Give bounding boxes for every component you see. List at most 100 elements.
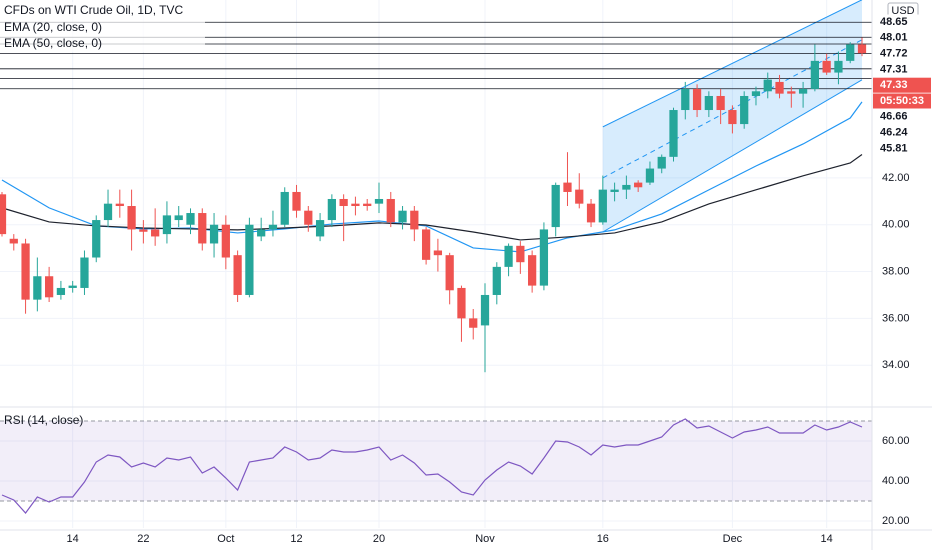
candle-body [68,285,77,288]
candle-body [751,91,761,96]
x-tick-label: 20 [373,533,385,545]
x-tick-label: 22 [137,533,149,545]
y-tick-label: 60.00 [882,435,910,447]
candle-body [857,44,867,54]
price-label-box [873,93,931,109]
candle-body [268,224,278,230]
price-label: 48.01 [880,32,908,44]
candle-body [704,95,713,111]
candle-body [492,266,501,295]
price-label-box [873,109,931,125]
price-label-box [873,140,931,156]
candle-body [551,184,560,228]
y-tick-label: 34.00 [882,359,910,371]
candle-body [186,213,195,225]
y-tick-label: 38.00 [882,265,910,277]
legend-bg [0,2,205,52]
candle-body [610,189,619,192]
ema-line [1,154,863,241]
y-tick-label: 40.00 [882,219,910,231]
candle-body [516,245,525,263]
legend-entry: EMA (20, close, 0) [4,20,102,34]
candle-body [528,255,537,286]
price-label: 47.72 [880,48,908,60]
price-label-box [873,30,931,46]
candle-body [221,224,230,258]
candle-body [198,213,207,244]
price-label-box [873,46,931,62]
candle-body [586,203,596,223]
y-tick-label: 40.00 [882,475,910,487]
candle-body [563,182,572,192]
candle-body [127,206,136,230]
candle-body [398,210,407,223]
price-label: 46.24 [880,127,908,139]
candle-body [174,215,183,221]
candle-body [139,229,148,232]
candle-body [363,203,372,207]
candle-body [92,220,101,258]
candle-body [304,210,313,225]
candle-body [834,60,843,73]
candle-body [410,210,419,230]
candle-body [575,189,584,204]
candle-body [810,60,819,89]
candle-body [9,238,18,244]
x-tick-label: 14 [821,533,833,545]
candle-body [539,229,549,286]
candle-body [728,110,737,125]
candle-body [681,88,690,111]
x-tick-label: Dec [723,533,743,545]
price-label-box [873,77,931,93]
candle-body [775,81,784,94]
chart-title: CFDs on WTI Crude Oil, 1D, TVC [4,3,183,17]
candle-body [657,156,666,169]
price-label-box [873,14,931,30]
candle-body [0,194,7,235]
candle-body [45,276,54,298]
candle-body [645,168,655,183]
x-tick-label: 16 [597,533,609,545]
rsi-line [1,418,863,514]
candle-body [421,229,431,260]
candle-body [763,79,772,92]
ema-line [1,101,863,253]
candle-body [233,255,242,295]
x-tick-label: 12 [290,533,302,545]
currency: USD [891,5,914,17]
candle-body [280,191,289,225]
x-tick-label: Oct [217,533,234,545]
candle-body [351,203,360,207]
candle-body [151,229,160,237]
candle-body [245,224,254,295]
candle-body [80,257,89,288]
rsi-title: RSI (14, close) [4,413,83,427]
candle-body [21,243,30,300]
candle-body [787,91,796,94]
candle-body [56,287,66,295]
candle-body [622,184,631,190]
channel-lower [602,79,863,233]
candle-body [504,245,513,267]
price-label: 48.65 [880,16,908,28]
candle-body [433,250,443,256]
price-label-box [873,125,931,141]
candle-body [327,198,336,221]
candle-body [374,198,384,204]
candle-body [740,95,749,125]
candle-body [209,224,219,244]
candle-body [257,229,266,237]
candle-body [445,255,454,291]
price-label: 47.33 [880,79,908,91]
channel-upper [602,0,863,128]
candle-body [33,276,42,300]
candle-body [315,220,325,237]
y-tick-label: 20.00 [882,515,910,527]
price-label: 47.31 [880,63,908,75]
candle-body [480,294,490,326]
candle-body [103,203,113,221]
candle-body [339,198,348,207]
candle-body [469,318,478,328]
candle-body [598,189,607,223]
